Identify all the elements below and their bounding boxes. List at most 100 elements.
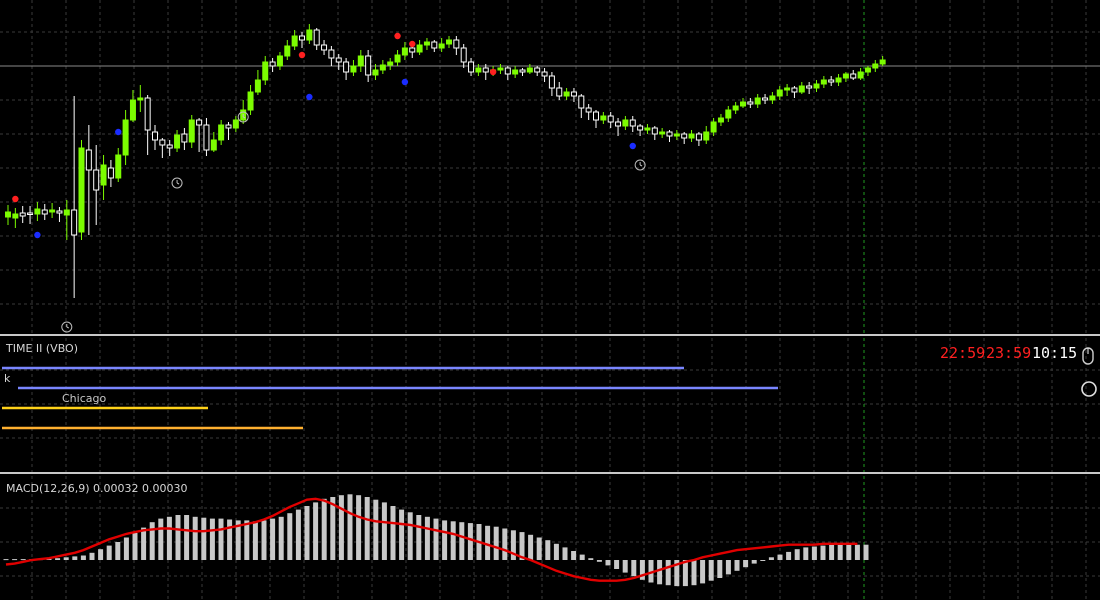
candle-body: [115, 154, 122, 179]
candle-body: [122, 119, 129, 156]
clock-marker-hand: [176, 182, 180, 185]
candle-body: [673, 133, 680, 137]
candle-body: [56, 210, 63, 214]
candle-body: [78, 147, 85, 233]
macd-histogram-bar: [433, 518, 439, 560]
macd-histogram-bar: [106, 545, 112, 560]
macd-histogram-bar: [596, 560, 602, 562]
clock-time-1: 22:59: [940, 344, 986, 362]
candle-body: [299, 35, 305, 41]
candle-body: [313, 29, 320, 46]
candle-body: [717, 117, 724, 123]
macd-histogram-bar: [209, 518, 215, 560]
candle-body: [85, 149, 92, 171]
pane-separator[interactable]: [0, 472, 1100, 474]
candle-body: [262, 61, 269, 81]
macd-histogram-bar: [605, 560, 611, 566]
candle-body: [570, 91, 577, 97]
candle-body: [431, 41, 438, 49]
macd-histogram-bar: [846, 544, 852, 560]
macd-histogram-bar: [287, 513, 293, 560]
macd-histogram-bar: [356, 495, 362, 560]
macd-histogram-bar: [510, 530, 516, 560]
macd-histogram-bar: [459, 522, 465, 560]
macd-histogram-bar: [734, 560, 740, 571]
candle-body: [820, 79, 827, 85]
candle-body: [210, 139, 217, 151]
candle-body: [747, 101, 754, 105]
macd-histogram-bar: [579, 554, 585, 560]
macd-histogram-bar: [295, 509, 301, 560]
candle-body: [864, 67, 871, 73]
candle-body: [247, 91, 254, 111]
candle-body: [269, 61, 276, 67]
macd-histogram-bar: [588, 558, 594, 560]
macd-histogram-bar: [244, 520, 250, 560]
candle-body: [482, 67, 489, 73]
candle-body: [497, 67, 504, 71]
candle-body: [556, 87, 563, 97]
macd-histogram-bar: [614, 560, 620, 569]
macd-histogram-bar: [682, 560, 688, 587]
candle-body: [34, 208, 41, 215]
circle-button-icon[interactable]: [1080, 380, 1098, 398]
candle-body: [321, 44, 328, 51]
macd-histogram-bar: [158, 518, 164, 560]
candle-body: [218, 124, 225, 141]
macd-histogram-bar: [622, 560, 628, 573]
candle-body: [659, 131, 666, 135]
candle-body: [335, 57, 342, 63]
signal-dot-red: [298, 51, 306, 59]
candle-body: [857, 71, 864, 79]
macd-histogram-bar: [218, 518, 224, 560]
macd-histogram-bar: [149, 522, 155, 560]
candle-body: [806, 85, 813, 89]
session-letter-label: k: [4, 372, 11, 385]
candle-body: [754, 97, 761, 105]
clock-marker-icon: [237, 111, 249, 123]
candle-body: [666, 131, 673, 137]
macd-histogram-bar: [485, 525, 491, 560]
candle-body: [813, 83, 820, 89]
macd-histogram-bar: [132, 533, 138, 560]
candle-body: [188, 119, 195, 143]
macd-histogram-bar: [416, 515, 422, 560]
macd-histogram-bar: [803, 547, 809, 560]
candle-body: [784, 87, 791, 91]
candle-body: [41, 209, 48, 215]
candle-body: [541, 71, 548, 77]
macd-histogram-bar: [381, 502, 387, 560]
signal-dot-blue: [401, 78, 409, 86]
signal-dot-red: [12, 195, 19, 203]
macd-histogram-bar: [545, 540, 551, 560]
macd-histogram-bar: [760, 560, 766, 561]
candle-body: [512, 69, 519, 75]
session-lines-chart: [0, 338, 1100, 472]
candle-body: [460, 47, 467, 63]
macd-histogram-bar: [227, 519, 233, 560]
candle-body: [593, 111, 599, 121]
mouse-icon[interactable]: [1080, 346, 1096, 366]
macd-histogram-bar: [829, 544, 835, 560]
macd-histogram-bar: [631, 560, 637, 577]
macd-histogram-bar: [3, 559, 9, 561]
candle-body: [681, 133, 688, 139]
candlestick-chart[interactable]: [0, 0, 1100, 334]
macd-histogram-bar: [725, 560, 731, 575]
clock-marker-icon: [61, 321, 73, 333]
price-chart-pane[interactable]: [0, 0, 1100, 334]
candle-body: [637, 125, 644, 131]
macd-histogram-bar: [717, 560, 723, 578]
macd-pane[interactable]: MACD(12,26,9) 0.00032 0.00030: [0, 476, 1100, 600]
macd-histogram-bar: [639, 560, 645, 580]
candle-body: [306, 29, 313, 41]
candle-body: [107, 167, 114, 179]
pane-separator[interactable]: [0, 334, 1100, 336]
macd-histogram-bar: [89, 552, 95, 560]
time-indicator-pane[interactable]: TIME II (VBO) k Chicago 22:59 23:59 10:1…: [0, 338, 1100, 472]
macd-histogram-bar: [261, 520, 267, 560]
candle-body: [828, 79, 835, 83]
macd-histogram-bar: [700, 560, 706, 584]
candle-body: [27, 212, 34, 215]
